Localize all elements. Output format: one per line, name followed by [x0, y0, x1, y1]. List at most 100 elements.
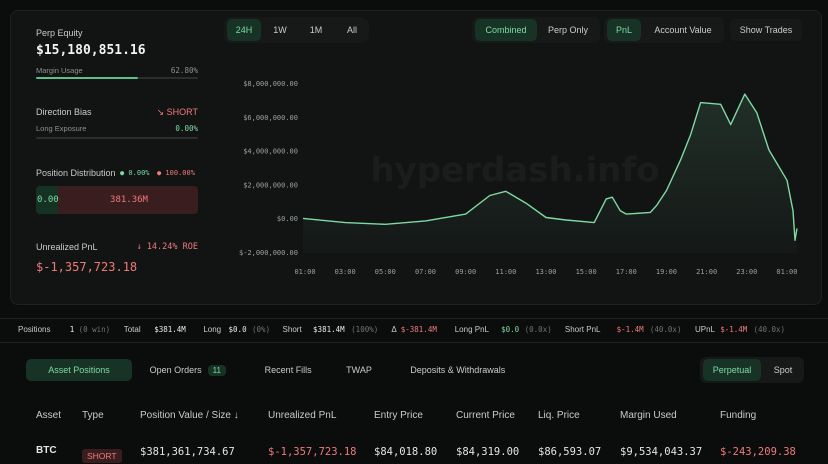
stat-value: $0.0 — [501, 325, 520, 334]
x-tick-label: 01:00 — [776, 268, 797, 276]
tab-label: TWAP — [346, 365, 372, 375]
chart: hyperdash.info $8,000,000.00 $6,000,000.0… — [239, 80, 798, 276]
short-pct: ● 100.00% — [157, 169, 195, 177]
tab[interactable]: Deposits & Withdrawals — [385, 359, 530, 381]
column-header: Type — [82, 410, 104, 421]
x-tick-label: 07:00 — [415, 268, 436, 276]
x-tick-label: 03:00 — [335, 268, 356, 276]
toggle-button[interactable]: All — [335, 19, 369, 41]
stat-note: (0 win) — [78, 325, 111, 334]
value: 0.00% — [175, 124, 198, 133]
label: Perp Equity — [36, 28, 83, 38]
y-tick-label: $0.00 — [277, 215, 298, 223]
tab-label: Deposits & Withdrawals — [410, 365, 506, 375]
watermark: hyperdash.info — [370, 151, 659, 191]
x-tick-label: 15:00 — [576, 268, 597, 276]
y-tick-label: $-2,000,000.00 — [239, 249, 298, 257]
toggle-button[interactable]: PnL — [607, 19, 641, 41]
tab[interactable]: Recent Fills — [244, 359, 333, 381]
toggle-button[interactable]: Spot — [763, 359, 803, 381]
label: Unrealized PnL — [36, 242, 98, 252]
tab-label: Asset Positions — [48, 365, 110, 375]
toggle-button[interactable]: 24H — [227, 19, 261, 41]
y-tick-label: $6,000,000.00 — [243, 114, 298, 122]
x-tick-label: 13:00 — [535, 268, 556, 276]
progress-fill — [36, 77, 138, 79]
column-header: Asset — [36, 410, 62, 421]
cell: $86,593.07 — [538, 446, 602, 458]
stat-note: (0%) — [252, 325, 271, 334]
column-header: Position Value / Size ↓ — [140, 410, 239, 421]
line — [302, 93, 798, 241]
column-header: Unrealized PnL — [268, 410, 337, 421]
view-group: Combined Perp Only — [472, 17, 600, 43]
x-tick-label: 21:00 — [696, 268, 717, 276]
stats-bar: Positions 1 (0 win) Total $381.4M Long $0.0 (0%… — [0, 318, 828, 343]
cell: BTC — [36, 445, 57, 456]
type-badge: SHORT — [82, 449, 122, 463]
stat-value: $0.0 — [228, 325, 247, 334]
long-amount: 0.00 — [37, 195, 59, 205]
column-header: Margin Used — [620, 410, 677, 421]
stat-value: $-1.4M — [720, 325, 748, 334]
toggle-button[interactable]: Perp Only — [539, 19, 597, 41]
progress — [36, 77, 198, 79]
stat-label: Δ — [391, 325, 397, 334]
tab[interactable]: Asset Positions — [26, 359, 132, 381]
area — [303, 94, 797, 253]
x-tick-label: 17:00 — [616, 268, 637, 276]
stat-value: $381.4M — [154, 325, 186, 334]
column-header: Funding — [720, 410, 757, 421]
cell: $-243,209.38 — [720, 446, 796, 458]
toggle-button[interactable]: 1W — [263, 19, 297, 41]
stat-value: $-381.4M — [400, 325, 437, 334]
show-trades[interactable]: Show Trades — [730, 19, 802, 41]
column-header: Entry Price — [374, 410, 423, 421]
roe: ↓ 14.24% ROE — [136, 242, 198, 252]
cell: $84,018.80 — [374, 446, 438, 458]
short-amount: 381.36M — [110, 195, 148, 205]
label: Margin Usage — [36, 66, 83, 75]
bias: ↘ SHORT — [156, 107, 198, 117]
stat-note: (0.0x) — [524, 325, 552, 334]
x-tick-label: 11:00 — [495, 268, 516, 276]
toggle-button[interactable]: Combined — [475, 19, 537, 41]
stat-value: 1 — [69, 325, 75, 334]
toggle-button[interactable]: Perpetual — [703, 359, 761, 381]
x-tick-label: 19:00 — [656, 268, 677, 276]
stat-note: (100%) — [351, 325, 379, 334]
x-tick-label: 05:00 — [375, 268, 396, 276]
x-tick-label: 01:00 — [294, 268, 315, 276]
long-pct: ● 0.00% — [120, 169, 150, 177]
equity: $15,180,851.16 — [36, 43, 146, 58]
toggle-button[interactable]: 1M — [299, 19, 333, 41]
timeframe-group: 24H 1W 1M All — [224, 17, 369, 43]
stat-value: $381.4M — [313, 325, 345, 334]
column-header: Current Price — [456, 410, 515, 421]
stat-label: Short — [282, 325, 302, 334]
label: Direction Bias — [36, 107, 92, 117]
badge: 11 — [207, 365, 226, 376]
tab[interactable]: TWAP — [337, 359, 381, 381]
long-segment — [36, 186, 58, 214]
toggle-button[interactable]: Account Value — [643, 19, 723, 41]
y-tick-label: $8,000,000.00 — [243, 80, 298, 88]
y-tick-label: $2,000,000.00 — [243, 181, 298, 189]
tab[interactable]: Open Orders 11 — [136, 359, 240, 381]
cell: $9,534,043.37 — [620, 446, 703, 458]
upnl: $-1,357,723.18 — [36, 260, 138, 274]
value: 62.80% — [170, 66, 198, 75]
label: Position Distribution — [36, 168, 116, 178]
cell: $381,361,734.67 — [140, 446, 235, 458]
stat-value: $-1.4M — [616, 325, 644, 334]
stat-label: Long — [203, 325, 222, 334]
distribution-bar — [36, 186, 198, 214]
x-tick-label: 23:00 — [736, 268, 757, 276]
short-segment — [58, 186, 198, 214]
metric-group: PnL Account Value — [604, 17, 724, 43]
y-tick-label: $4,000,000.00 — [243, 148, 298, 156]
stat-label: Positions — [18, 325, 51, 334]
label: Long Exposure — [36, 124, 87, 133]
cell: $84,319.00 — [456, 446, 520, 458]
